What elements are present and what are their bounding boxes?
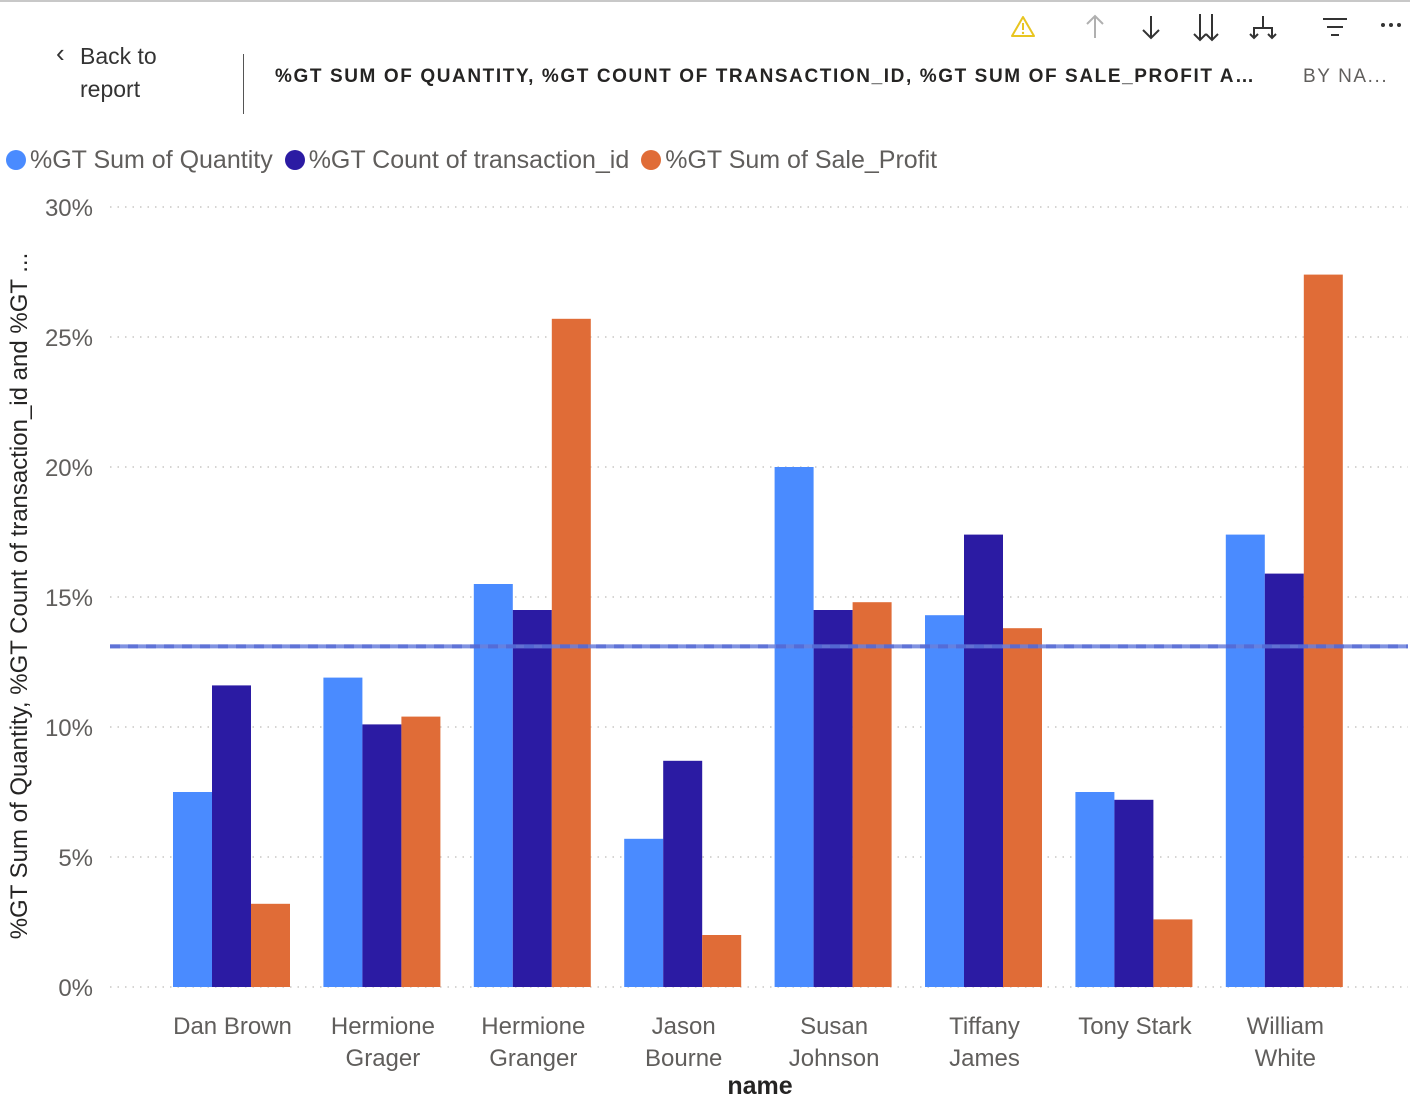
bar xyxy=(925,615,964,987)
x-tick-label: Tiffany xyxy=(949,1013,1020,1040)
y-tick-label: 20% xyxy=(45,455,93,482)
y-tick-label: 25% xyxy=(45,325,93,352)
expand-hierarchy-icon[interactable] xyxy=(1246,10,1280,44)
legend-item-quantity[interactable]: %GT Sum of Quantity xyxy=(6,146,273,175)
legend-item-transaction-count[interactable]: %GT Count of transaction_id xyxy=(284,145,630,175)
legend-item-sale-profit[interactable]: %GT Sum of Sale_Profit xyxy=(641,146,937,175)
x-tick-label: Grager xyxy=(346,1045,421,1072)
x-tick-label: William xyxy=(1247,1013,1324,1040)
y-tick-label: 30% xyxy=(45,195,93,222)
x-tick-label: Hermione xyxy=(481,1013,585,1040)
bar xyxy=(1114,799,1154,987)
bar xyxy=(1153,919,1193,987)
y-tick-label: 0% xyxy=(58,975,93,1002)
bar xyxy=(1003,628,1042,987)
top-border xyxy=(0,0,1410,2)
x-tick-label: Jason xyxy=(652,1013,716,1040)
bar xyxy=(964,534,1003,987)
bar xyxy=(401,716,441,987)
x-tick-label: White xyxy=(1255,1045,1316,1072)
bar xyxy=(173,792,212,987)
bar xyxy=(473,584,513,987)
bar xyxy=(813,610,853,987)
bar xyxy=(1303,274,1343,988)
bar xyxy=(251,903,290,987)
x-tick-label: Hermione xyxy=(331,1013,435,1040)
bar xyxy=(362,724,402,987)
y-tick-label: 5% xyxy=(58,845,93,872)
chart-legend: %GT Sum of Quantity %GT Count of transac… xyxy=(6,144,949,176)
bar xyxy=(1075,792,1115,987)
bar xyxy=(1225,534,1265,987)
legend-label-sale-profit: %GT Sum of Sale_Profit xyxy=(665,145,938,174)
bar xyxy=(512,610,552,987)
legend-dot-transaction-count xyxy=(284,150,305,170)
visual-title-by: BY NA... xyxy=(1303,66,1389,87)
bar xyxy=(702,935,742,987)
x-tick-label: James xyxy=(949,1045,1020,1072)
drill-up-icon[interactable] xyxy=(1078,10,1112,44)
back-to-report-label: Back to report xyxy=(80,43,157,102)
expand-all-down-icon[interactable] xyxy=(1189,10,1223,44)
bar xyxy=(323,677,363,987)
bar xyxy=(624,838,664,987)
x-tick-label: Tony Stark xyxy=(1078,1013,1192,1040)
bar xyxy=(774,467,814,987)
x-tick-label: Dan Brown xyxy=(173,1013,292,1040)
legend-label-quantity: %GT Sum of Quantity xyxy=(30,145,273,174)
y-tick-label: 10% xyxy=(45,715,93,742)
drill-down-icon[interactable] xyxy=(1134,10,1168,44)
bar xyxy=(1264,573,1304,987)
x-tick-label: Granger xyxy=(489,1045,577,1072)
bar xyxy=(212,685,251,987)
bar xyxy=(852,602,892,987)
x-tick-label: Bourne xyxy=(645,1045,722,1072)
bar xyxy=(551,318,591,987)
more-options-icon[interactable] xyxy=(1374,10,1408,44)
x-axis-title: name xyxy=(727,1072,793,1100)
chevron-left-icon: ‹ xyxy=(56,38,65,68)
y-tick-label: 15% xyxy=(45,585,93,612)
legend-label-transaction-count: %GT Count of transaction_id xyxy=(308,145,630,174)
x-tick-label: Johnson xyxy=(789,1045,880,1072)
legend-dot-quantity xyxy=(6,150,26,170)
back-to-report-button[interactable]: ‹ Back to report xyxy=(56,38,226,108)
legend-dot-sale-profit xyxy=(641,150,662,170)
header-divider xyxy=(243,54,244,114)
filter-icon[interactable] xyxy=(1318,10,1352,44)
warning-icon[interactable] xyxy=(1006,10,1040,44)
x-tick-label: Susan xyxy=(800,1013,868,1040)
bar xyxy=(663,760,703,987)
